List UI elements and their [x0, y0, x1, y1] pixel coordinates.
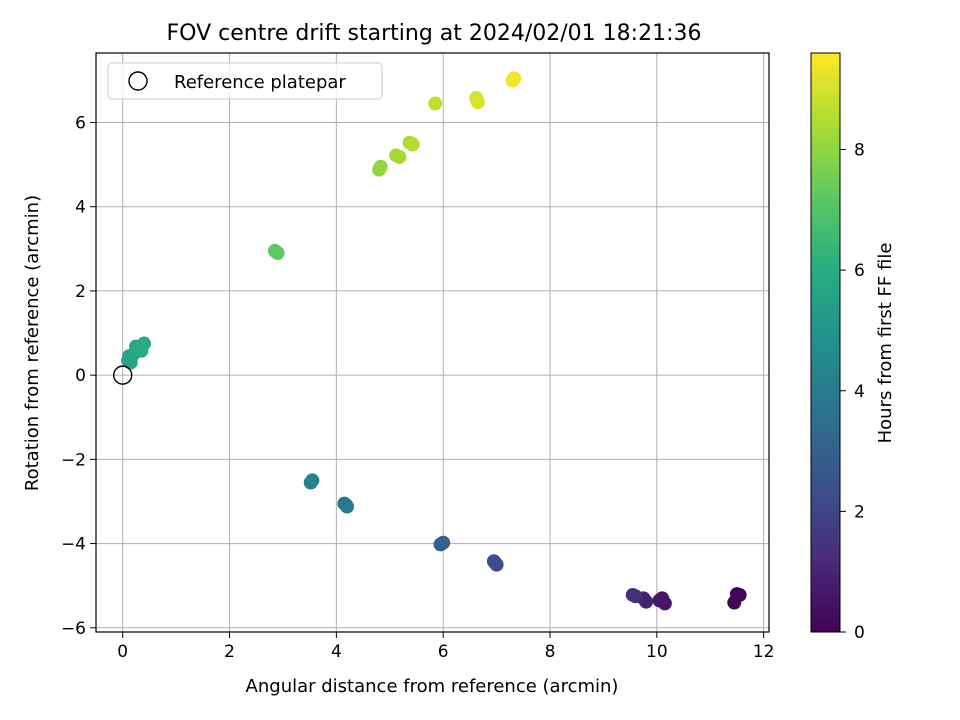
data-point	[639, 594, 654, 609]
data-point	[507, 71, 522, 86]
colorbar-tick-label: 0	[854, 623, 865, 643]
colorbar-tick-label: 4	[854, 382, 865, 402]
colorbar	[810, 52, 841, 633]
data-point	[373, 159, 388, 174]
legend-box	[107, 62, 383, 100]
x-tick-label: 6	[438, 642, 449, 662]
scatter-points	[113, 71, 747, 611]
y-tick-label: −6	[61, 619, 86, 639]
colorbar-tick-label: 2	[854, 502, 865, 522]
colorbar-ticks: 0 2 4 6 8	[840, 141, 865, 643]
colorbar-tick-label: 8	[854, 141, 865, 161]
data-point	[405, 137, 420, 152]
y-tick-label: −2	[61, 450, 86, 470]
data-point	[470, 95, 485, 110]
y-axis-label: Rotation from reference (arcmin)	[22, 195, 43, 491]
data-point	[652, 593, 667, 608]
axis-ticks: 0 2 4 6 8 10 12 −6 −4 −2 0 2 4 6	[61, 113, 775, 662]
data-point	[338, 497, 353, 512]
x-tick-label: 4	[331, 642, 342, 662]
data-point	[428, 96, 443, 111]
data-point	[436, 535, 451, 550]
data-point	[303, 475, 318, 490]
data-point	[486, 554, 501, 569]
colorbar-label: Hours from first FF file	[875, 243, 896, 444]
chart-title: FOV centre drift starting at 2024/02/01 …	[167, 21, 702, 46]
x-tick-label: 2	[224, 642, 235, 662]
x-axis-label: Angular distance from reference (arcmin)	[246, 676, 619, 697]
y-tick-label: −4	[61, 535, 86, 555]
x-tick-label: 10	[646, 642, 668, 662]
legend-label-reference: Reference platepar	[174, 72, 346, 93]
y-tick-label: 4	[75, 198, 86, 218]
data-point	[392, 150, 407, 165]
colorbar-tick-label: 6	[854, 261, 865, 281]
y-tick-label: 0	[75, 366, 86, 386]
data-point	[137, 336, 152, 351]
x-tick-label: 0	[117, 642, 128, 662]
grid	[96, 53, 769, 632]
data-point	[270, 246, 285, 261]
data-point	[732, 587, 747, 602]
x-tick-label: 8	[545, 642, 556, 662]
y-tick-label: 2	[75, 282, 86, 302]
x-tick-label: 12	[753, 642, 775, 662]
y-tick-label: 6	[75, 113, 86, 133]
plot-frame	[95, 52, 770, 633]
legend: Reference platepar	[107, 62, 383, 100]
reference-platepar-marker	[113, 365, 133, 385]
data-point	[628, 589, 643, 604]
legend-reference-marker	[128, 71, 148, 91]
